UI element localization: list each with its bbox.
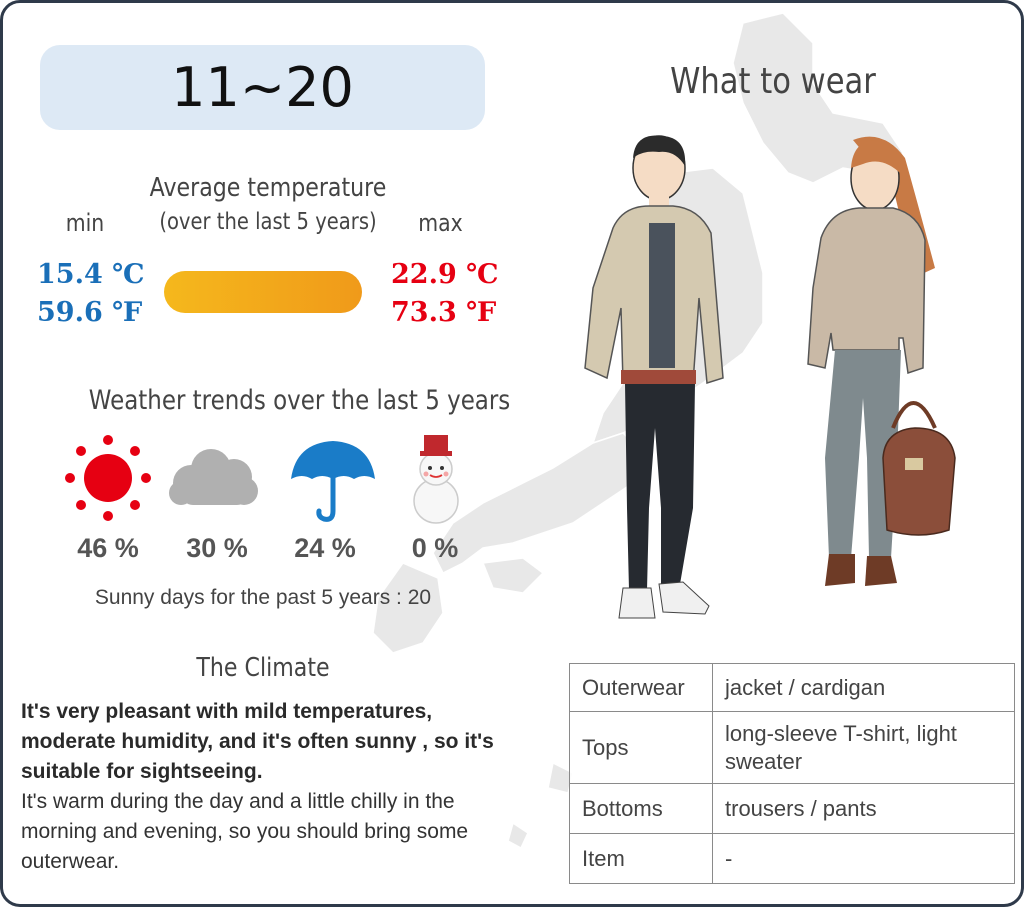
clothing-table: Outerwear jacket / cardigan Tops long-sl…	[569, 663, 1015, 884]
climate-description: It's very pleasant with mild temperature…	[21, 697, 516, 877]
table-row: Tops long-sleeve T-shirt, light sweater	[569, 711, 1015, 784]
row-category: Bottoms	[569, 783, 713, 834]
sun-icon	[65, 435, 151, 521]
sunny-percent: 46 %	[77, 533, 139, 563]
weather-trends-title: Weather trends over the last 5 years	[88, 385, 511, 416]
avg-temp-title: Average temperature	[149, 173, 387, 203]
man-figure	[584, 135, 724, 619]
cloud-icon	[169, 449, 258, 505]
table-row: Item -	[569, 833, 1015, 884]
snowy-percent: 0 %	[411, 533, 459, 563]
umbrella-icon	[291, 441, 375, 522]
table-row: Bottoms trousers / pants	[569, 783, 1015, 834]
row-value: -	[712, 833, 1015, 884]
snowman-icon	[413, 435, 459, 524]
avg-temp-subtitle: (over the last 5 years)	[159, 209, 377, 235]
what-to-wear-title: What to wear	[670, 61, 876, 102]
date-range: 11~20	[40, 45, 485, 130]
max-label: max	[418, 209, 463, 237]
cloudy-percent: 30 %	[186, 533, 248, 563]
min-temp-fahrenheit: 59.6 ℉	[37, 297, 143, 328]
row-value: trousers / pants	[712, 783, 1015, 834]
woman-figure	[807, 136, 956, 586]
sunny-days-count: Sunny days for the past 5 years : 20	[94, 586, 432, 609]
climate-highlight: It's very pleasant with mild temperature…	[21, 700, 494, 783]
min-label: min	[65, 209, 105, 237]
row-category: Tops	[569, 711, 713, 784]
table-row: Outerwear jacket / cardigan	[569, 663, 1015, 712]
row-value: jacket / cardigan	[712, 663, 1015, 712]
row-category: Outerwear	[569, 663, 713, 712]
climate-detail: It's warm during the day and a little ch…	[21, 790, 469, 873]
min-temp-celsius: 15.4 ℃	[37, 259, 145, 290]
row-category: Item	[569, 833, 713, 884]
clothing-illustration	[584, 135, 956, 619]
temperature-range-bar	[164, 271, 362, 313]
row-value: long-sleeve T-shirt, light sweater	[712, 711, 1015, 784]
max-temp-fahrenheit: 73.3 ℉	[391, 297, 497, 328]
max-temp-celsius: 22.9 ℃	[391, 259, 499, 290]
climate-title: The Climate	[196, 653, 330, 683]
rainy-percent: 24 %	[294, 533, 356, 563]
